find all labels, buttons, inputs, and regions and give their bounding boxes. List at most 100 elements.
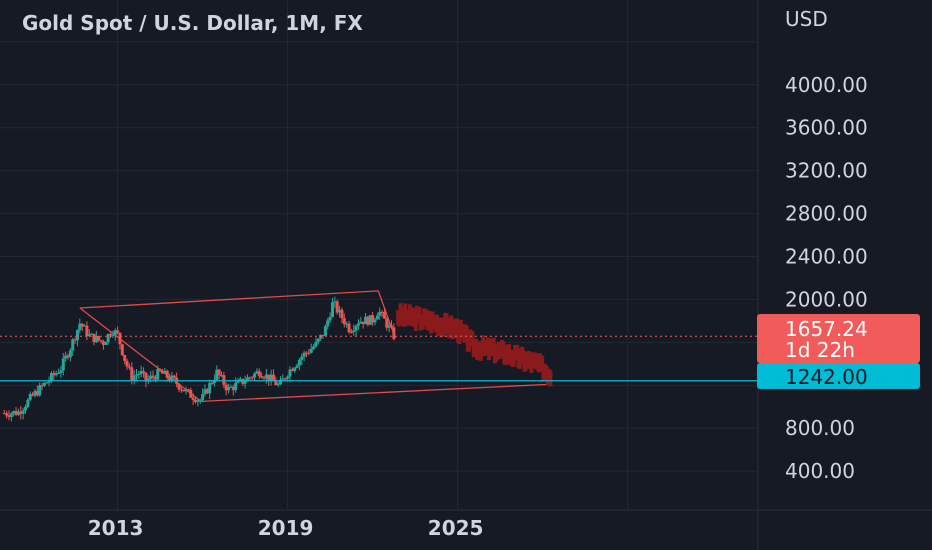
projection-bar <box>485 337 490 353</box>
projection-bar <box>448 323 453 339</box>
candle-body <box>38 385 42 396</box>
candle-body <box>229 386 233 388</box>
projection-bar <box>417 306 422 322</box>
candle-body <box>21 410 25 414</box>
candle-body <box>125 360 129 367</box>
candle-body <box>373 319 377 323</box>
candle-body <box>316 338 320 342</box>
countdown-label: 1d 22h <box>785 338 855 362</box>
candle-body <box>215 369 219 380</box>
candle-body <box>85 325 89 337</box>
projection-bar <box>413 316 418 332</box>
candle-body <box>31 394 35 396</box>
candle-body <box>54 373 58 376</box>
candle-body <box>14 410 18 415</box>
candle-body <box>234 382 238 391</box>
candle-body <box>269 374 273 381</box>
candle-body <box>328 316 332 321</box>
projection-bar <box>402 311 407 327</box>
candle-body <box>382 312 386 319</box>
candle-body <box>2 413 6 415</box>
candle-body <box>109 334 113 336</box>
horizontal-line-marker: 1242.00 <box>757 363 920 389</box>
candle-body <box>16 411 20 415</box>
candle-body <box>302 352 306 357</box>
candle-body <box>139 371 143 374</box>
candle-body <box>104 342 108 345</box>
candle-body <box>134 374 138 376</box>
candle-body <box>262 377 266 379</box>
candle-body <box>189 390 193 398</box>
candle-body <box>359 321 363 324</box>
candle-body <box>182 389 186 392</box>
last-price-tag <box>757 314 920 363</box>
candle-body <box>57 372 61 374</box>
horizontal-line-tag <box>757 363 920 389</box>
candle-body <box>198 399 202 401</box>
projection-bar <box>464 325 469 341</box>
horizontal-line-value: 1242.00 <box>785 365 868 389</box>
time-axis-label: 2025 <box>428 516 484 540</box>
candle-body <box>45 382 49 384</box>
candle-body <box>371 315 375 323</box>
candle-body <box>385 318 389 328</box>
candle-body <box>177 383 181 390</box>
candle-body <box>49 373 53 381</box>
projection-path <box>396 303 553 387</box>
candle-body <box>24 407 28 411</box>
candle-body <box>160 370 164 374</box>
candle-body <box>368 315 372 325</box>
price-axis[interactable]: 400.00 800.00 2000.00 2400.00 2800.00 3200.00… <box>785 73 868 483</box>
candle-body <box>127 366 131 368</box>
candle-body <box>375 315 379 320</box>
candle-body <box>224 384 228 391</box>
price-axis-label: 3200.00 <box>785 159 868 183</box>
price-axis-label: 400.00 <box>785 459 855 483</box>
channel-drawing[interactable] <box>79 290 552 403</box>
candle-body <box>356 323 360 326</box>
candle-body <box>264 374 268 379</box>
candle-body <box>210 382 214 384</box>
candle-body <box>354 325 358 331</box>
candle-body <box>158 369 162 371</box>
last-price-value: 1657.24 <box>785 317 868 341</box>
candle-body <box>283 378 287 380</box>
time-axis[interactable]: 2013 2019 2025 <box>88 516 484 540</box>
projection-bar <box>397 311 402 327</box>
candle-body <box>281 378 285 380</box>
candle-body <box>245 377 249 382</box>
candle-body <box>116 330 120 333</box>
candle-body <box>305 352 309 354</box>
candle-body <box>92 333 96 343</box>
candle-body <box>191 397 195 400</box>
candle-body <box>106 334 110 343</box>
candle-body <box>52 373 56 376</box>
candle-body <box>120 344 124 355</box>
candle-body <box>71 339 75 351</box>
candle-body <box>7 415 11 417</box>
candle-body <box>342 318 346 325</box>
channel-bottom-line <box>201 383 552 403</box>
candle-body <box>243 381 247 384</box>
candle-body <box>392 327 396 339</box>
candle-body <box>295 365 299 368</box>
candle-body <box>274 380 278 386</box>
candle-body <box>179 389 183 391</box>
candle-body <box>330 302 334 317</box>
candle-body <box>345 323 349 325</box>
candle-body <box>26 399 30 408</box>
candle-body <box>271 374 275 381</box>
candle-body <box>300 356 304 360</box>
candle-body <box>248 377 252 379</box>
candle-body <box>149 375 153 380</box>
candle-body <box>144 372 148 382</box>
projection-bar <box>501 341 506 357</box>
candle-body <box>130 367 134 381</box>
candle-body <box>42 382 46 386</box>
candle-body <box>314 341 318 347</box>
price-axis-label: 800.00 <box>785 416 855 440</box>
candle-body <box>255 371 259 374</box>
candle-body <box>260 376 264 378</box>
projection-bar <box>455 318 460 334</box>
